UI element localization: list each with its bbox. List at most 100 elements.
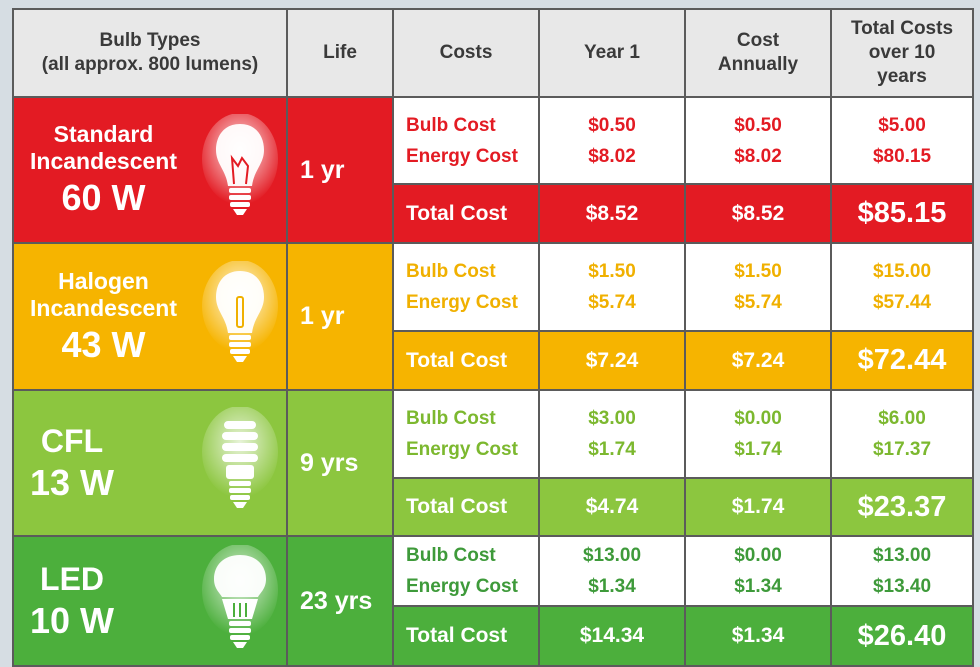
header-bulb-types-title: Bulb Types [99,30,201,51]
ten-year-total-cfl: $23.37 [832,479,972,535]
bulb-wattage: 43 W [61,323,146,365]
energy-cost-label: Energy Cost [406,292,518,313]
energy-cost-label: Energy Cost [406,576,518,597]
annual-values-halogen: $1.50 $5.74 [686,244,830,330]
annual-values-led: $0.00 $1.34 [686,537,830,605]
bulb-type-cfl-text: CFL 13 W [14,391,114,535]
bulb-type-led: LED 10 W [14,537,286,665]
bulb-cost-label: Bulb Cost [406,545,496,566]
bulb-type-standard-text: Standard Incandescent 60 W [14,98,177,242]
life-halogen: 1 yr [288,244,392,389]
ten-year-total-standard: $85.15 [832,185,972,242]
cost-labels-standard: Bulb Cost Energy Cost [394,98,538,183]
header-total-10-years: Total Costs over 10 years [832,10,972,96]
ten-year-bulb-cost: $6.00 [878,408,926,429]
bulb-cost-label: Bulb Cost [406,408,496,429]
header-life: Life [288,10,392,96]
header-costs: Costs [394,10,538,96]
header-cost-annually: Cost Annually [686,10,830,96]
bulb-type-halogen: Halogen Incandescent 43 W [14,244,286,389]
ten-year-values-cfl: $6.00 $17.37 [832,391,972,477]
header-total10-line2: over 10 [868,42,936,63]
ten-year-energy-cost: $80.15 [872,145,932,167]
annual-energy-cost: $5.74 [734,292,782,313]
bulb-wattage: 13 W [30,462,115,503]
year1-bulb-cost: $3.00 [588,408,636,429]
ten-year-energy-cost: $57.44 [872,292,932,313]
cfl-bulb-icon [202,407,278,508]
ten-year-total-led: $26.40 [832,607,972,665]
annual-bulb-cost: $0.00 [734,408,782,429]
annual-total-standard: $8.52 [686,185,830,242]
bulb-name-line1: LED [40,561,105,597]
year1-energy-cost: $8.02 [588,145,636,167]
bulb-type-led-text: LED 10 W [14,537,114,665]
annual-total-led: $1.34 [686,607,830,665]
bulb-cost-label: Bulb Cost [406,261,496,282]
cost-labels-cfl: Bulb Cost Energy Cost [394,391,538,477]
year1-total-halogen: $7.24 [540,332,684,389]
annual-total-cfl: $1.74 [686,479,830,535]
total-cost-label-standard: Total Cost [394,185,538,242]
bulb-type-halogen-text: Halogen Incandescent 43 W [14,244,177,389]
life-cfl: 9 yrs [288,391,392,535]
header-total10-line1: Total Costs [850,18,954,39]
ten-year-bulb-cost: $15.00 [872,261,932,282]
ten-year-bulb-cost: $5.00 [878,114,926,136]
energy-cost-label: Energy Cost [406,145,518,167]
annual-energy-cost: $1.34 [734,576,782,597]
bulb-name-line1: CFL [40,423,104,459]
ten-year-energy-cost: $17.37 [872,439,932,460]
ten-year-values-led: $13.00 $13.40 [832,537,972,605]
annual-values-cfl: $0.00 $1.74 [686,391,830,477]
ten-year-values-standard: $5.00 $80.15 [832,98,972,183]
total-cost-label-cfl: Total Cost [394,479,538,535]
ten-year-energy-cost: $13.40 [872,576,932,597]
year1-energy-cost: $1.74 [588,439,636,460]
header-total10-line3: years [877,66,927,87]
annual-values-standard: $0.50 $8.02 [686,98,830,183]
ten-year-bulb-cost: $13.00 [872,545,932,566]
header-annual-line2: Annually [717,54,799,75]
annual-bulb-cost: $0.00 [734,545,782,566]
incandescent-bulb-icon [202,114,278,215]
year1-bulb-cost: $1.50 [588,261,636,282]
annual-total-halogen: $7.24 [686,332,830,389]
year1-bulb-cost: $13.00 [582,545,642,566]
bulb-wattage: 60 W [61,177,146,218]
annual-energy-cost: $1.74 [734,439,782,460]
comparison-page: Bulb Types (all approx. 800 lumens) Life… [12,8,974,667]
header-bulb-types: Bulb Types (all approx. 800 lumens) [14,10,286,96]
year1-total-standard: $8.52 [540,185,684,242]
bulb-name-line2: Incandescent [30,148,177,174]
bulb-name-line2: Incandescent [30,294,177,321]
year1-total-cfl: $4.74 [540,479,684,535]
ten-year-values-halogen: $15.00 $57.44 [832,244,972,330]
year1-values-cfl: $3.00 $1.74 [540,391,684,477]
ten-year-total-halogen: $72.44 [832,332,972,389]
year1-values-halogen: $1.50 $5.74 [540,244,684,330]
life-standard: 1 yr [288,98,392,242]
header-annual-line1: Cost [736,30,780,51]
bulb-wattage: 10 W [30,600,115,641]
year1-bulb-cost: $0.50 [588,114,636,136]
bulb-type-cfl: CFL 13 W [14,391,286,535]
led-bulb-icon [202,545,278,648]
bulb-cost-label: Bulb Cost [406,114,496,136]
halogen-bulb-icon [202,260,278,362]
bulb-type-standard: Standard Incandescent 60 W [14,98,286,242]
annual-bulb-cost: $1.50 [734,261,782,282]
bulb-name-line1: Standard [53,121,154,147]
cost-labels-led: Bulb Cost Energy Cost [394,537,538,605]
bulb-name-line1: Halogen [58,267,149,294]
year1-energy-cost: $5.74 [588,292,636,313]
year1-values-led: $13.00 $1.34 [540,537,684,605]
annual-energy-cost: $8.02 [734,145,782,167]
year1-values-standard: $0.50 $8.02 [540,98,684,183]
year1-total-led: $14.34 [540,607,684,665]
bulb-cost-table: Bulb Types (all approx. 800 lumens) Life… [12,8,974,667]
life-led: 23 yrs [288,537,392,665]
header-year1: Year 1 [540,10,684,96]
annual-bulb-cost: $0.50 [734,114,782,136]
year1-energy-cost: $1.34 [588,576,636,597]
